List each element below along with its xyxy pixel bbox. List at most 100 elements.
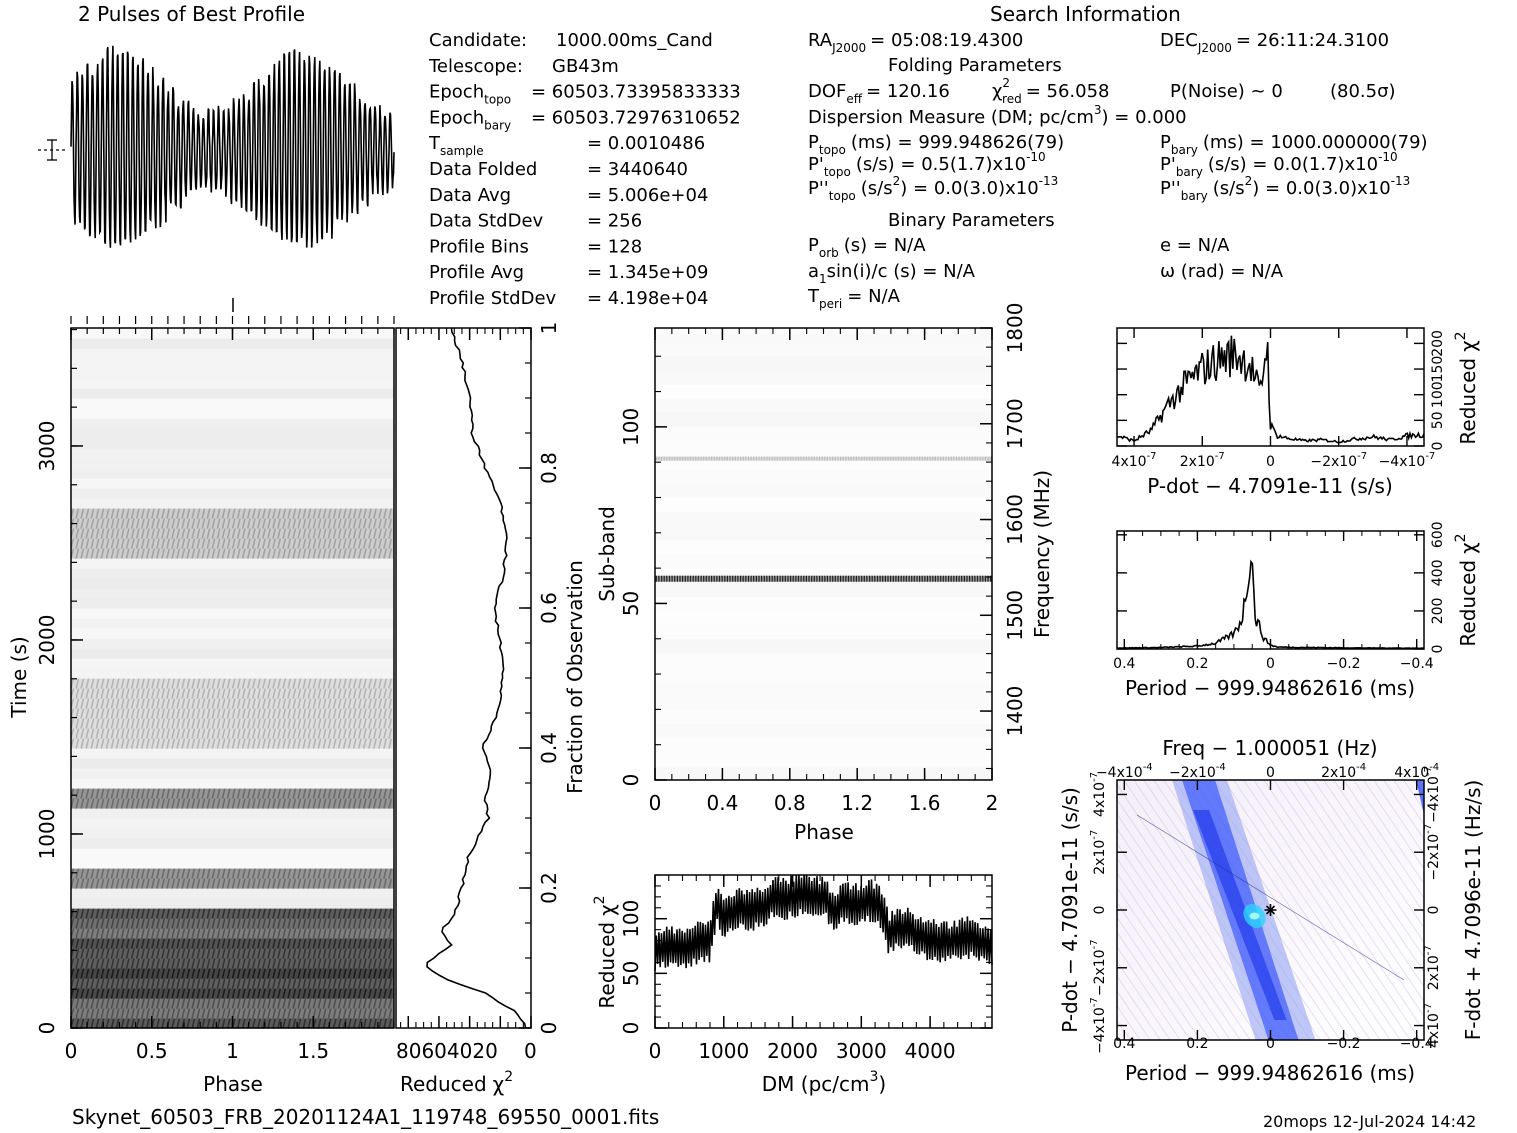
period-y-tick-label: 200 (1430, 598, 1446, 625)
time-row (71, 928, 394, 939)
ppdot-top-tick-label: −2x10-4 (1169, 762, 1226, 781)
ppdot-striation (1117, 887, 1221, 1040)
time-row (71, 788, 394, 799)
ppdot-striation (1117, 931, 1191, 1040)
pulse-stripes (70, 727, 393, 739)
time-phase-ticks: 0 0.5 1 1.5 0 1000 2000 3000 0 0.2 0.4 0.6 0.8 1 (35, 316, 561, 1063)
time-row (71, 418, 394, 429)
time-row (71, 558, 394, 569)
info-row: Data Avg (429, 185, 511, 206)
subband-y-tick-label: 50 (619, 591, 643, 616)
time-row (71, 698, 394, 709)
ppdot-striation (1323, 780, 1424, 929)
svg-text:P'bary(s/s) = 0.0(1.7)x10-10: P'bary (s/s) = 0.0(1.7)x10-10 (1160, 150, 1398, 179)
ppdot-y-tick-label: −4x10-7 (1089, 997, 1108, 1054)
svg-text:Dispersion Measure (DM; pc/cm3: Dispersion Measure (DM; pc/cm3) = 0.000 (808, 103, 1187, 128)
chi2-time-xlabel: Reduced χ2 (400, 1069, 513, 1096)
time-row (71, 858, 394, 869)
period-x-tick-label: −0.2 (1327, 656, 1361, 672)
pdot-y-tick-label: 200 (1430, 330, 1446, 357)
fdot-tick-label: 0 (1426, 906, 1442, 915)
info-row: Epochbary (429, 107, 511, 132)
subband-x-tick-label: 0.8 (774, 791, 806, 815)
ppdot-striation (1353, 780, 1424, 885)
period-x-tick-label: −0.4 (1400, 656, 1434, 672)
pulse-stripes (70, 687, 393, 699)
ppdot-image (1117, 780, 1424, 1040)
subband-row (655, 356, 992, 371)
subband-row (655, 426, 992, 442)
svg-text:Porb(s) = N/A: Porb (s) = N/A (808, 235, 926, 260)
pdot-line (1116, 335, 1425, 444)
freq-tick-label: 1800 (1003, 303, 1027, 354)
info-value: GB43m (552, 56, 619, 77)
freq-tick-label: 1500 (1003, 590, 1027, 641)
freq-title: Freq − 1.000051 (Hz) (1162, 736, 1377, 760)
ppdot-band-core (1193, 810, 1287, 1020)
time-row (71, 908, 394, 919)
pdot-y-tick-label: 0 (1430, 442, 1446, 451)
ppdot-striation (1117, 975, 1161, 1040)
subband-row (655, 751, 992, 767)
binary-title: Binary Parameters (888, 210, 1055, 231)
fdot-tick-label: −4x10-7 (1423, 766, 1442, 823)
time-row (71, 398, 394, 409)
time-row (71, 738, 394, 749)
pulse-stripes (70, 737, 393, 749)
pdot-xlabel: P-dot − 4.7091e-11 (s/s) (1147, 474, 1393, 498)
time-row (71, 968, 394, 979)
search-info-title: Search Information (990, 2, 1181, 26)
time-ylabel: Time (s) (7, 636, 31, 718)
info-row: Profile StdDev (429, 288, 557, 309)
fraction-tick-label: 0.8 (537, 452, 561, 484)
time-row (71, 438, 394, 449)
time-row (71, 648, 394, 659)
freq-tick-label: 1700 (1003, 398, 1027, 449)
ppdot-y-tick-label: 4x10-7 (1089, 772, 1108, 817)
subband-x-tick-label: 0.4 (706, 791, 738, 815)
fraction-tick-label: 0.2 (537, 872, 561, 904)
subband-panel: 0 0.4 0.8 1.2 1.6 2 0 50 100 1400 1500 1600 1700 1800… (595, 303, 1054, 844)
ppdot-striation (1117, 872, 1231, 1040)
pulse-stripes (70, 947, 393, 959)
ppdot-striation (1293, 780, 1424, 973)
time-row (71, 978, 394, 989)
subband-row (655, 610, 992, 626)
subband-row (655, 681, 992, 696)
chi2-time-frame (395, 327, 532, 1029)
chi2-time-xtick-label: 80604020 (396, 1039, 498, 1063)
freq-tick-label: 1600 (1003, 494, 1027, 545)
chi2-time-panel: 80604020 0 Reduced χ2 Fraction of Observa… (395, 327, 587, 1096)
ppdot-striation (1243, 780, 1421, 1040)
subband-image (655, 328, 992, 781)
fraction-label: Fraction of Observation (563, 560, 587, 794)
period-x-tick-label: 0 (1266, 656, 1275, 672)
subband-row (655, 398, 992, 414)
subband-x-tick-label: 0 (649, 791, 662, 815)
info-value: = 5.006e+04 (587, 185, 708, 206)
ppdot-top-tick-label: −4x10-4 (1096, 762, 1153, 781)
svg-text:(80.5σ): (80.5σ) (1330, 81, 1396, 102)
time-row (71, 998, 394, 1009)
subband-row (655, 497, 992, 513)
svg-text:ω (rad) = N/A: ω (rad) = N/A (1160, 261, 1284, 282)
subband-row (655, 554, 992, 569)
fdot-tick-label: 4x10-7 (1423, 1003, 1442, 1048)
time-row (71, 448, 394, 459)
pulse-stripes (70, 547, 393, 559)
subband-xlabel: Phase (794, 820, 854, 844)
time-row (71, 768, 394, 779)
fraction-tick-label: 0 (537, 1022, 561, 1035)
chi2-time-line (426, 327, 527, 1029)
pulse-stripes (70, 877, 393, 889)
pdot-x-tick-label: 2x10-7 (1180, 451, 1225, 470)
pulse-stripes (70, 527, 393, 539)
subband-row (655, 441, 992, 456)
time-row (71, 728, 394, 739)
subband-y-tick-label: 0 (619, 774, 643, 787)
dm-xlabel: DM (pc/cm3) (762, 1069, 886, 1096)
pdot-x-tick-label: −4x10-7 (1379, 451, 1436, 470)
info-left: Candidate: 1000.00ms_Cand Telescope: GB43m E… (428, 30, 741, 309)
phase-tick-label: 1.5 (297, 1039, 329, 1063)
